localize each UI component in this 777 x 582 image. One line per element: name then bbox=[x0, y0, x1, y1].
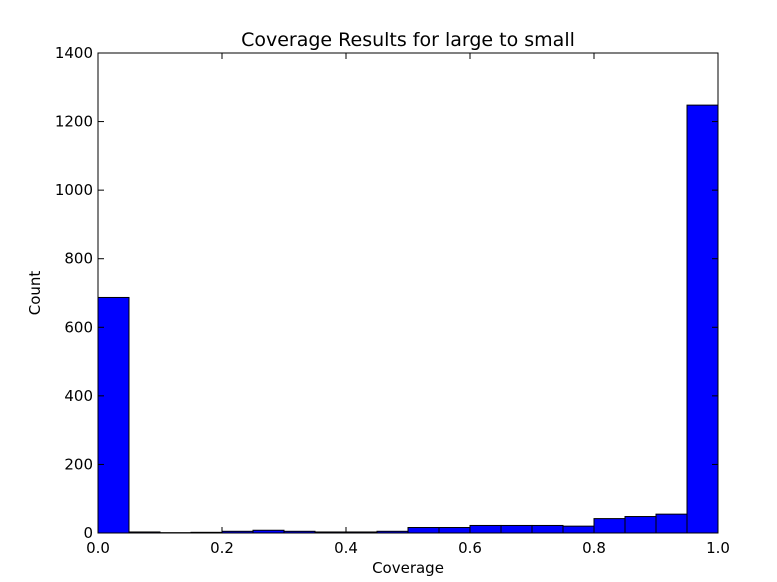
y-tick-label: 1200 bbox=[55, 113, 93, 131]
histogram-bar bbox=[655, 513, 688, 534]
y-tick-label: 800 bbox=[64, 250, 93, 268]
x-tick-label: 0.4 bbox=[334, 539, 358, 557]
x-tick-label: 0.6 bbox=[458, 539, 482, 557]
histogram-bar bbox=[531, 524, 564, 534]
y-tick-label: 200 bbox=[64, 455, 93, 473]
ticks-group: 0.0 0.2 0.4 0.6 0.8 1.0 0 200 400 600 800 1000 1200 1… bbox=[55, 44, 730, 557]
y-tick-label: 400 bbox=[64, 387, 93, 405]
histogram-bar bbox=[469, 524, 502, 534]
plot-frame bbox=[97, 52, 719, 534]
x-axis-label: Coverage bbox=[372, 559, 444, 577]
histogram-bar bbox=[686, 104, 719, 534]
x-tick-label: 1.0 bbox=[706, 539, 730, 557]
histogram-bar bbox=[624, 516, 657, 534]
x-tick-label: 0.2 bbox=[210, 539, 234, 557]
x-tick-label: 0.0 bbox=[86, 539, 110, 557]
y-axis-label: Count bbox=[26, 271, 44, 316]
histogram-bar bbox=[593, 518, 626, 534]
y-tick-label: 600 bbox=[64, 318, 93, 336]
chart-title: Coverage Results for large to small bbox=[241, 29, 575, 51]
histogram-bar bbox=[438, 527, 471, 534]
y-tick-label: 0 bbox=[83, 524, 93, 542]
y-tick-label: 1400 bbox=[55, 44, 93, 62]
x-tick-label: 0.8 bbox=[582, 539, 606, 557]
y-tick-label: 1000 bbox=[55, 181, 93, 199]
histogram-bar bbox=[500, 524, 533, 534]
histogram-bar bbox=[562, 525, 595, 534]
histogram-bar bbox=[97, 296, 130, 534]
histogram-bar bbox=[407, 527, 440, 534]
